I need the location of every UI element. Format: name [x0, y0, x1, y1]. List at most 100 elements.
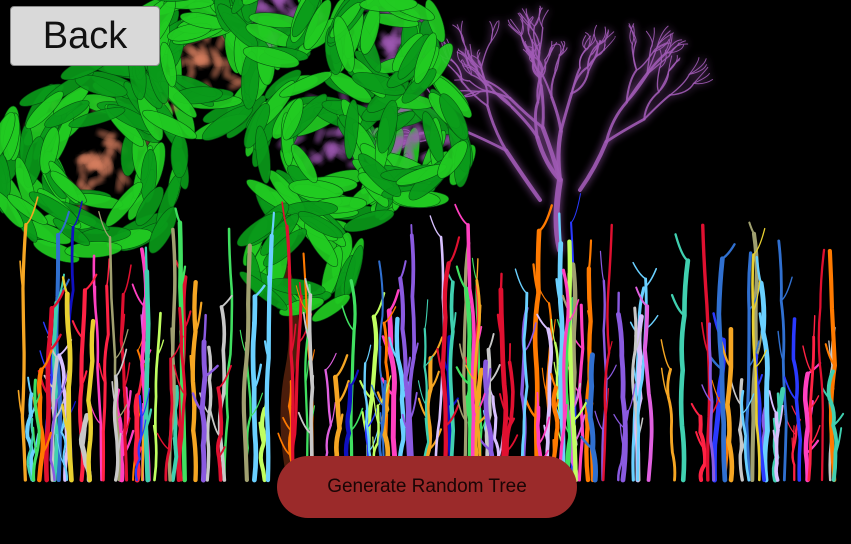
grass-blade: [802, 371, 811, 483]
grass-blade: [807, 335, 816, 482]
purple-branch: [559, 91, 574, 133]
leaf: [311, 294, 351, 322]
purple-branch: [525, 8, 535, 27]
purple-branch: [540, 72, 553, 99]
grass-blade: [205, 345, 213, 482]
grass-branch: [144, 246, 148, 273]
leaf: [297, 211, 344, 239]
grass-blade: [250, 294, 259, 483]
leaf: [439, 93, 469, 141]
grass-blade: [817, 248, 826, 482]
grass-blade: [258, 406, 267, 483]
grass-blade: [49, 398, 59, 482]
grass-blade: [349, 279, 357, 482]
grass-blade: [241, 243, 252, 483]
leaf: [243, 102, 271, 149]
purple-branch: [507, 19, 522, 35]
purple-branch: [448, 58, 463, 83]
purple-branch: [643, 94, 671, 121]
grass-blade: [615, 311, 628, 483]
grass-blade: [32, 378, 41, 482]
purple-branch: [456, 50, 469, 66]
purple-branch: [659, 48, 663, 69]
branch-cluster: [256, 1, 271, 16]
grass-blade: [758, 280, 770, 483]
leaf: [44, 100, 90, 128]
grass-blade: [170, 384, 179, 482]
grass-blade: [26, 417, 35, 482]
purple-branch: [593, 24, 599, 45]
purple-branch: [597, 26, 607, 45]
leaf: [239, 271, 288, 311]
leaf: [291, 0, 322, 38]
purple-branch: [603, 35, 616, 51]
branch-cluster: [118, 169, 131, 186]
grass-blade: [602, 223, 613, 482]
purple-branch: [554, 55, 561, 74]
purple-branch: [603, 30, 609, 51]
purple-branch: [556, 129, 563, 183]
grass-blade: [164, 357, 174, 482]
grass-blade: [108, 235, 121, 482]
purple-branch: [656, 30, 671, 47]
grass-branch: [558, 212, 562, 245]
grass-blade: [217, 305, 227, 482]
grass-blade: [498, 287, 509, 483]
purple-branch: [476, 49, 482, 68]
generate-random-tree-button[interactable]: Generate Random Tree: [277, 456, 577, 518]
branch-cluster: [86, 176, 105, 186]
purple-branch: [510, 105, 539, 139]
grass-blade: [698, 414, 708, 482]
leaf: [240, 0, 259, 23]
grass-blade: [791, 418, 801, 482]
purple-branch: [570, 71, 590, 95]
branch-cluster: [211, 62, 223, 79]
grass-blade: [64, 291, 74, 483]
leaf: [148, 206, 178, 254]
leaf: [49, 170, 87, 204]
grass-blade: [532, 228, 542, 483]
middle-tree-foliage: [236, 0, 476, 322]
purple-branch: [693, 78, 714, 85]
leaf: [242, 45, 300, 69]
grass-blade: [791, 317, 803, 482]
back-button[interactable]: Back: [10, 6, 160, 66]
grass-blade: [587, 352, 599, 483]
purple-branch: [604, 117, 646, 144]
purple-branch: [658, 71, 670, 93]
leaf: [291, 144, 318, 184]
purple-branch: [490, 20, 500, 43]
branch-cluster: [278, 6, 296, 18]
leaf: [437, 140, 468, 179]
purple-branch: [628, 25, 637, 44]
purple-branch: [586, 43, 600, 68]
grass-blade: [398, 276, 414, 483]
purple-branch: [667, 57, 681, 73]
purple-branch: [548, 43, 557, 57]
purple-branch: [688, 64, 707, 75]
purple-branch: [538, 27, 544, 54]
purple-branch: [570, 66, 589, 95]
branch-cluster: [405, 130, 420, 144]
purple-branch: [533, 100, 540, 139]
grass-blade: [827, 248, 837, 483]
branch-cluster: [115, 174, 125, 193]
purple-branch: [646, 53, 666, 74]
grass-blade: [740, 389, 751, 482]
leaf: [282, 97, 304, 141]
leaf: [359, 0, 418, 12]
purple-branch: [539, 84, 545, 129]
branch-cluster: [211, 57, 230, 66]
grass-blade: [36, 367, 46, 483]
purple-branch: [582, 35, 587, 50]
grass-blade: [101, 284, 110, 482]
purple-branch: [531, 38, 533, 57]
purple-branch: [625, 72, 650, 104]
grass-blade: [407, 233, 417, 482]
grass-blade: [725, 326, 735, 483]
leaf: [236, 211, 284, 247]
grass-blade: [43, 306, 55, 483]
branch-cluster: [192, 56, 211, 65]
purple-branch: [508, 96, 545, 129]
grass-blade: [462, 241, 471, 482]
